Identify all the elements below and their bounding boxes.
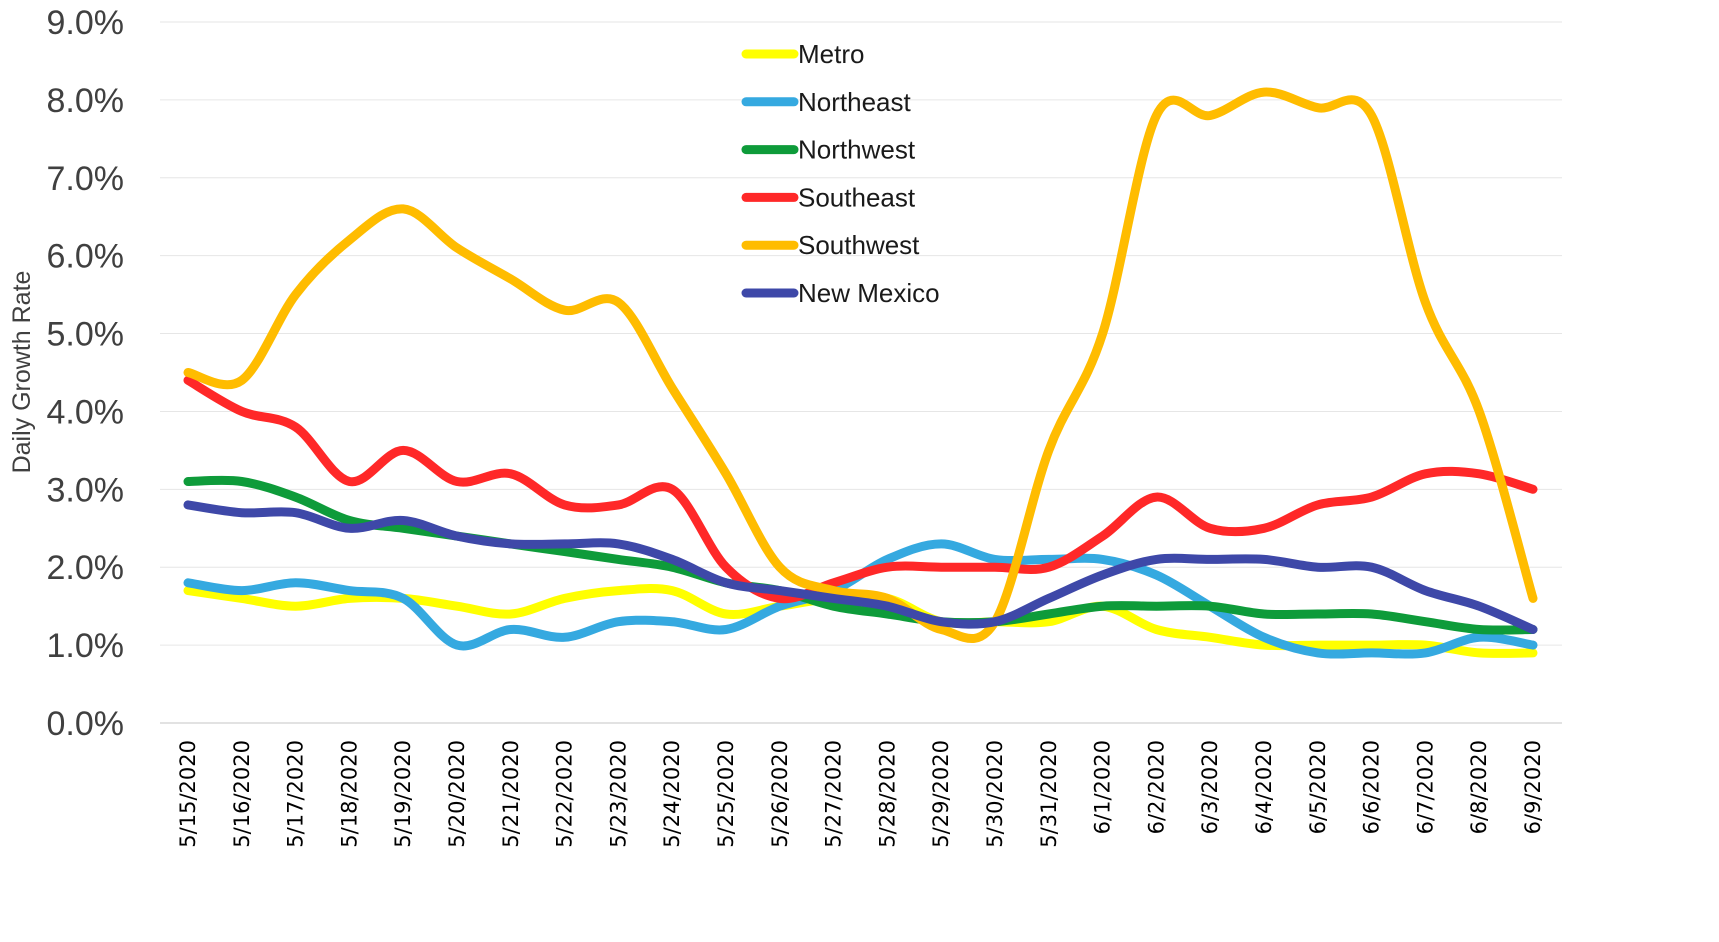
x-tick-label: 5/19/2020 — [391, 740, 415, 848]
y-tick-label: 1.0% — [47, 627, 125, 665]
y-tick-label: 6.0% — [47, 238, 125, 276]
x-tick-label: 6/7/2020 — [1413, 740, 1437, 834]
x-axis-ticks: 5/15/2020 5/16/2020 5/17/2020 5/18/2020 5/19… — [176, 740, 1545, 848]
x-tick-label: 6/8/2020 — [1467, 740, 1491, 834]
series-lines — [183, 87, 1538, 659]
x-tick-label: 5/27/2020 — [822, 740, 846, 848]
series-line-new-mexico — [183, 500, 1538, 634]
y-tick-label: 5.0% — [47, 316, 125, 354]
gridlines — [160, 21, 1562, 646]
legend-label: Southeast — [798, 182, 916, 212]
series-line-southwest — [183, 87, 1538, 644]
legend-label: Southwest — [798, 230, 920, 260]
x-tick-label: 5/26/2020 — [768, 740, 792, 848]
x-tick-label: 5/17/2020 — [284, 740, 308, 848]
x-tick-label: 5/15/2020 — [176, 740, 200, 848]
legend-label: Northwest — [798, 135, 916, 165]
y-tick-label: 2.0% — [47, 549, 125, 587]
x-tick-label: 6/2/2020 — [1144, 740, 1168, 834]
x-tick-label: 5/29/2020 — [929, 740, 953, 848]
y-axis-ticks: 0.0% 1.0% 2.0% 3.0% 4.0% 5.0% 6.0% 7.0% 8.0% 9.0% — [47, 4, 125, 743]
x-tick-label: 5/30/2020 — [983, 740, 1007, 848]
y-tick-label: 4.0% — [47, 393, 125, 431]
x-tick-label: 6/3/2020 — [1198, 740, 1222, 834]
y-axis-title: Daily Growth Rate — [8, 271, 36, 474]
y-tick-label: 9.0% — [47, 4, 125, 42]
x-tick-label: 5/24/2020 — [660, 740, 684, 848]
x-tick-label: 6/1/2020 — [1091, 740, 1115, 834]
legend-label: Northeast — [798, 87, 911, 117]
legend: Metro Northeast Northwest Southeast Southwes… — [741, 39, 940, 308]
series-line-southeast — [183, 375, 1538, 604]
x-tick-label: 6/6/2020 — [1360, 740, 1384, 834]
y-tick-label: 0.0% — [47, 705, 125, 743]
y-tick-label: 8.0% — [47, 82, 125, 120]
x-tick-label: 5/21/2020 — [499, 740, 523, 848]
y-tick-label: 3.0% — [47, 471, 125, 509]
y-tick-label: 7.0% — [47, 160, 125, 198]
x-tick-label: 5/31/2020 — [1037, 740, 1061, 848]
legend-label: Metro — [798, 39, 864, 69]
x-tick-label: 5/18/2020 — [337, 740, 361, 848]
x-tick-label: 5/22/2020 — [553, 740, 577, 848]
x-tick-label: 6/9/2020 — [1521, 740, 1545, 834]
x-tick-label: 5/25/2020 — [714, 740, 738, 848]
x-tick-label: 6/4/2020 — [1252, 740, 1276, 834]
series-line-northwest — [183, 475, 1538, 635]
legend-label: New Mexico — [798, 278, 940, 308]
x-tick-label: 6/5/2020 — [1306, 740, 1330, 834]
x-tick-label: 5/20/2020 — [445, 740, 469, 848]
x-tick-label: 5/16/2020 — [230, 740, 254, 848]
x-tick-label: 5/23/2020 — [606, 740, 630, 848]
x-tick-label: 5/28/2020 — [875, 740, 899, 848]
